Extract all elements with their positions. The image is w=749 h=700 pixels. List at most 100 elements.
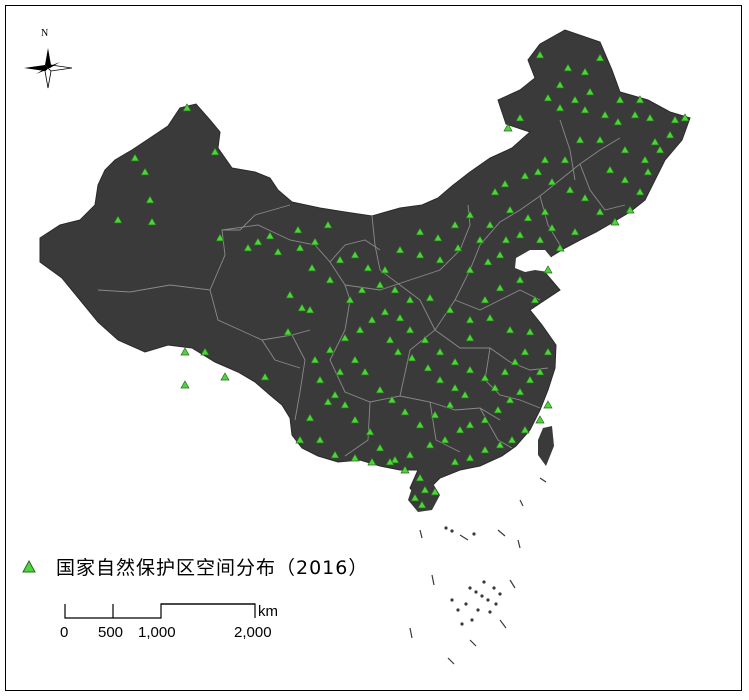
- reserve-marker: [445, 305, 455, 314]
- reserve-marker: [405, 450, 415, 459]
- reserve-marker: [340, 333, 350, 342]
- reserve-marker: [435, 375, 445, 384]
- taiwan-island-shape: [538, 426, 554, 466]
- hainan-island-shape: [408, 482, 440, 512]
- reserve-marker: [580, 67, 590, 76]
- reserve-marker: [535, 50, 545, 59]
- reserve-marker: [140, 167, 150, 176]
- compass-icon: [24, 48, 73, 89]
- reserve-marker: [325, 345, 335, 354]
- reserve-marker: [430, 410, 440, 419]
- reserve-marker: [483, 257, 493, 266]
- reserve-marker: [563, 63, 573, 72]
- reserve-marker: [130, 153, 140, 162]
- reserve-marker: [570, 227, 580, 236]
- legend: 国家自然保护区空间分布（2016）: [22, 553, 368, 580]
- reserve-marker: [525, 375, 535, 384]
- reserve-marker: [510, 357, 520, 366]
- reserve-marker: [450, 457, 460, 466]
- reserve-marker: [265, 231, 275, 240]
- reserve-marker: [415, 420, 425, 429]
- reserve-markers: [113, 50, 690, 509]
- reserve-marker: [220, 372, 230, 381]
- reserve-marker: [555, 243, 565, 252]
- reserve-marker: [293, 225, 303, 234]
- reserve-marker: [575, 135, 585, 144]
- reserve-marker: [555, 80, 565, 89]
- reserve-marker: [295, 243, 305, 252]
- reserve-marker: [395, 245, 405, 254]
- reserve-marker: [500, 179, 510, 188]
- scale-tick-500: 500: [98, 624, 124, 641]
- scale-tick-1000: 1,000: [138, 624, 176, 641]
- reserve-marker: [480, 415, 490, 424]
- reserve-marker: [501, 235, 511, 244]
- reserve-marker: [367, 315, 377, 324]
- reserve-marker: [243, 243, 253, 252]
- reserve-marker: [595, 207, 605, 216]
- reserve-marker: [355, 325, 365, 334]
- reserve-marker: [200, 347, 210, 356]
- reserve-marker: [535, 367, 545, 376]
- reserve-marker: [600, 110, 610, 119]
- reserve-marker: [357, 285, 367, 294]
- reserve-marker: [680, 113, 690, 122]
- reserve-marker: [515, 387, 525, 396]
- reserve-marker: [530, 295, 540, 304]
- reserve-marker: [643, 167, 653, 176]
- reserve-marker: [613, 117, 623, 126]
- reserve-marker: [395, 313, 405, 322]
- reserve-marker: [390, 285, 400, 294]
- reserve-marker: [350, 355, 360, 364]
- reserve-marker: [145, 195, 155, 204]
- reserve-marker: [375, 385, 385, 394]
- reserve-marker: [430, 487, 440, 496]
- reserve-marker: [380, 265, 390, 274]
- reserve-marker: [390, 455, 400, 464]
- reserve-marker: [610, 217, 620, 226]
- reserve-marker: [360, 367, 370, 376]
- reserve-marker: [615, 95, 625, 104]
- reserve-marker: [113, 215, 123, 224]
- reserve-marker: [435, 347, 445, 356]
- reserve-marker: [285, 290, 295, 299]
- reserve-marker: [415, 473, 425, 482]
- legend-label: 国家自然保护区空间分布（2016）: [56, 557, 369, 579]
- reserve-marker: [505, 325, 515, 334]
- reserve-marker: [665, 130, 675, 139]
- reserve-marker: [515, 275, 525, 284]
- reserve-marker: [335, 255, 345, 264]
- reserve-marker: [147, 217, 157, 226]
- reserve-marker: [650, 137, 660, 146]
- reserve-marker: [520, 171, 530, 180]
- reserve-marker: [315, 435, 325, 444]
- reserve-marker: [180, 380, 190, 389]
- reserve-marker: [400, 465, 410, 474]
- reserve-marker: [490, 187, 500, 196]
- reserve-marker: [307, 263, 317, 272]
- reserve-marker: [450, 220, 460, 229]
- reserve-marker: [505, 395, 515, 404]
- reserve-marker: [460, 390, 470, 399]
- reserve-marker: [525, 327, 535, 336]
- reserve-marker: [385, 335, 395, 344]
- reserve-marker: [210, 147, 220, 156]
- reserve-marker: [425, 293, 435, 302]
- reserve-marker: [515, 230, 525, 239]
- reserve-marker: [310, 237, 320, 246]
- reserve-marker: [415, 227, 425, 236]
- reserve-marker: [215, 233, 225, 242]
- reserve-marker: [465, 315, 475, 324]
- reserve-marker: [507, 435, 517, 444]
- reserve-marker: [367, 457, 377, 466]
- reserve-marker: [480, 373, 490, 382]
- reserve-marker: [493, 405, 503, 414]
- reserve-marker: [180, 347, 190, 356]
- reserve-marker: [655, 145, 665, 154]
- reserve-marker: [490, 383, 500, 392]
- reserve-marker: [440, 435, 450, 444]
- reserve-marker: [423, 363, 433, 372]
- reserve-marker: [515, 113, 525, 122]
- reserve-marker: [283, 327, 293, 336]
- reserve-marker: [535, 235, 545, 244]
